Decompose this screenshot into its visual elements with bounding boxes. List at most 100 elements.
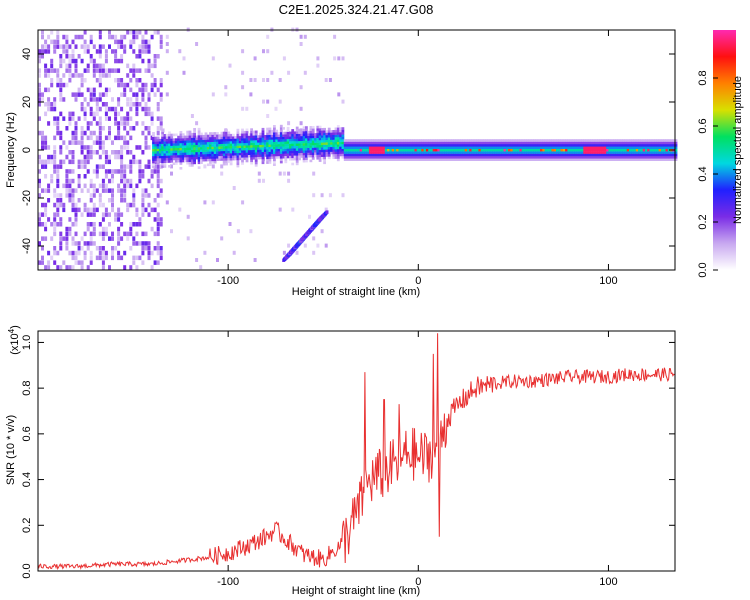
- spectrogram-cell: [332, 144, 336, 147]
- spectrogram-cell: [190, 152, 194, 155]
- spectrogram-cell: [421, 148, 425, 152]
- spectrogram-cell: [665, 144, 669, 147]
- spectrogram-cell: [104, 231, 108, 237]
- spectrogram-cell: [494, 158, 498, 161]
- spectrogram-cell: [126, 183, 130, 189]
- spectrogram-cell: [123, 231, 127, 237]
- spectrogram-cell: [77, 241, 81, 246]
- spectrogram-cell: [656, 139, 660, 142]
- spectrogram-cell: [111, 236, 114, 241]
- colorbar-label: Normalized spectral amplitude: [732, 76, 744, 224]
- spectrogram-cell: [150, 116, 154, 121]
- spectrogram-cell: [114, 49, 118, 54]
- spectrogram-cell: [551, 151, 555, 154]
- spectrogram-cell: [211, 137, 215, 140]
- spectrogram-cell: [519, 151, 523, 154]
- spectrogram-cell: [179, 131, 183, 134]
- spectrogram-cell: [371, 144, 374, 147]
- spectrogram-cell: [419, 144, 422, 147]
- spectrogram-cell: [373, 151, 377, 154]
- spectrogram-cell: [558, 153, 561, 157]
- spectrogram-cell: [441, 156, 445, 159]
- spectrogram-cell: [279, 151, 283, 154]
- spectrogram-cell: [348, 151, 352, 154]
- spectrogram-cell: [362, 139, 365, 142]
- spectrogram-cell: [305, 140, 308, 144]
- spectrogram-cell: [268, 149, 272, 152]
- spectrogram-cell: [571, 158, 575, 161]
- spectrogram-cell: [352, 139, 356, 142]
- spectrogram-cell: [117, 68, 121, 73]
- spectrogram-cell: [658, 156, 662, 159]
- spectrogram-cell: [286, 148, 290, 152]
- spectrogram-cell: [649, 144, 653, 147]
- spectrogram-cell: [537, 153, 541, 157]
- spectrogram-cell: [432, 139, 436, 142]
- spectrogram-cell: [98, 49, 102, 54]
- spectrogram-cell: [537, 144, 541, 147]
- spectrogram-cell: [362, 148, 365, 152]
- spectrogram-cell: [95, 102, 99, 107]
- spectrogram-cell: [263, 151, 267, 155]
- spectrogram-cell: [530, 151, 534, 154]
- spectrogram-cell: [348, 146, 352, 149]
- spectrogram-cell: [98, 30, 102, 35]
- spectrogram-cell: [104, 135, 108, 141]
- spectrogram-cell: [601, 139, 605, 142]
- spectrogram-cell: [364, 141, 368, 145]
- spectrogram-cell: [38, 116, 41, 121]
- spectrogram-cell: [419, 158, 422, 161]
- spectrogram-cell: [56, 34, 60, 40]
- spectrogram-cell: [172, 162, 176, 165]
- spectrogram-cell: [270, 156, 274, 159]
- spectrogram-cell: [114, 58, 118, 64]
- spectrogram-cell: [533, 158, 536, 161]
- spectrogram-cell: [311, 152, 315, 155]
- spectrogram-cell: [254, 161, 258, 165]
- spectrogram-cell: [439, 139, 443, 142]
- spectrogram-cell: [153, 231, 157, 237]
- spectrogram-cell: [117, 207, 121, 213]
- spectrogram-cell: [104, 174, 108, 179]
- spectrogram-cell: [184, 135, 187, 139]
- spectrogram-cell: [432, 146, 436, 149]
- spectrogram-cell: [320, 149, 324, 153]
- spectrogram-cell: [71, 73, 75, 78]
- spectrogram-cell: [259, 132, 263, 136]
- snr-y-tick-label: 0.0: [21, 563, 33, 578]
- spectrogram-cell: [603, 156, 607, 159]
- spectrogram-cell: [640, 139, 644, 142]
- spectrogram-cell: [161, 148, 164, 152]
- spectrogram-cell: [510, 141, 514, 145]
- spectrogram-cell: [355, 153, 358, 157]
- spectrogram-cell: [478, 151, 482, 154]
- spectrogram-cell: [594, 141, 598, 145]
- spectrogram-cell: [152, 141, 155, 145]
- spectrogram-cell: [535, 158, 539, 161]
- spectrogram-cell: [585, 141, 589, 145]
- spectrogram-cell: [533, 139, 536, 142]
- spectrogram-cell: [232, 141, 235, 144]
- spectrogram-cell: [80, 135, 84, 141]
- spectrogram-cell: [273, 141, 276, 145]
- spectrogram-cell: [117, 126, 121, 131]
- spectrogram-cell: [53, 193, 57, 198]
- spectrogram-cell: [303, 70, 307, 75]
- spectrogram-cell: [161, 131, 164, 135]
- spectrogram-cell: [289, 148, 292, 151]
- spectrogram-cell: [355, 141, 358, 145]
- spectrogram-cell: [111, 198, 114, 203]
- spectrogram-cell: [656, 141, 660, 145]
- spectrogram-cell: [135, 106, 139, 112]
- spectrogram-cell: [153, 58, 157, 64]
- spectrogram-cell: [537, 141, 541, 145]
- spectrogram-cell: [53, 246, 57, 251]
- spectrogram-cell: [635, 139, 639, 142]
- spectrogram-cell: [403, 146, 406, 149]
- spectrogram-cell: [172, 157, 176, 161]
- spectrogram-cell: [665, 141, 669, 145]
- spectrogram-cell: [651, 144, 655, 147]
- spectrogram-cell: [126, 140, 130, 145]
- spectrogram-cell: [123, 49, 127, 54]
- spectrogram-cell: [592, 146, 596, 149]
